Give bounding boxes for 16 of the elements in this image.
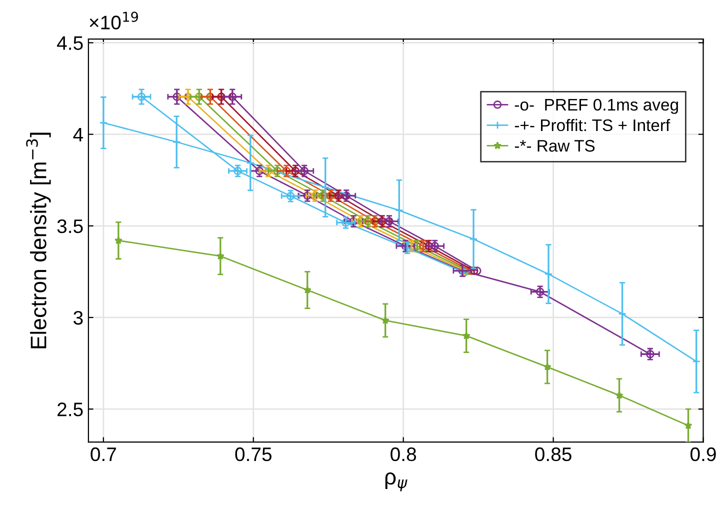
legend-label: -+- Proffit: TS + Interf xyxy=(514,118,670,132)
y-tick-label: 3.5 xyxy=(57,219,83,234)
text: ×10$^{19}$ xyxy=(90,12,138,30)
x-tick-label: 0.7 xyxy=(90,447,116,462)
x-tick-label: 0.8 xyxy=(390,447,416,462)
y-tick-label: 4 xyxy=(73,128,84,142)
legend-label: -o- PREF 0.1ms aveg xyxy=(514,98,678,114)
legend-label: -*- Raw TS xyxy=(514,140,595,152)
y-tick-label: 2.5 xyxy=(58,402,83,416)
y-axis-title: Electron density [m$^{−3}$] xyxy=(26,132,51,348)
y-tick-label: 4.5 xyxy=(57,36,83,50)
x-tick-label: 0.9 xyxy=(690,447,716,462)
x-tick-label: 0.75 xyxy=(235,447,272,462)
y-tick-label: 3 xyxy=(74,310,83,325)
x-axis-title: ρ$_{ψ}$ xyxy=(385,472,408,492)
x-tick-label: 0.85 xyxy=(535,447,572,462)
